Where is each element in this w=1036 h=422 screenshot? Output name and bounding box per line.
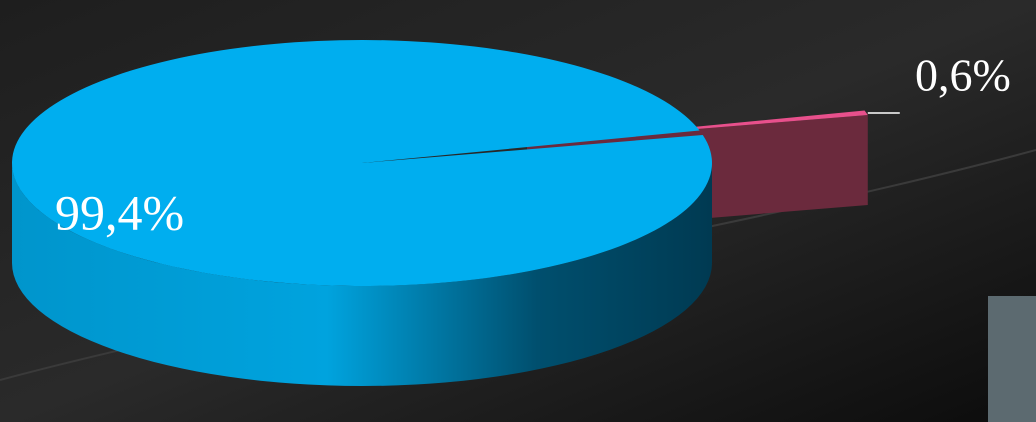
pie-slice <box>12 40 713 287</box>
data-label: 99,4% <box>55 184 184 240</box>
decoration-image <box>988 296 1036 422</box>
data-label: 0,6% <box>915 50 1011 101</box>
slice-side <box>12 163 712 386</box>
